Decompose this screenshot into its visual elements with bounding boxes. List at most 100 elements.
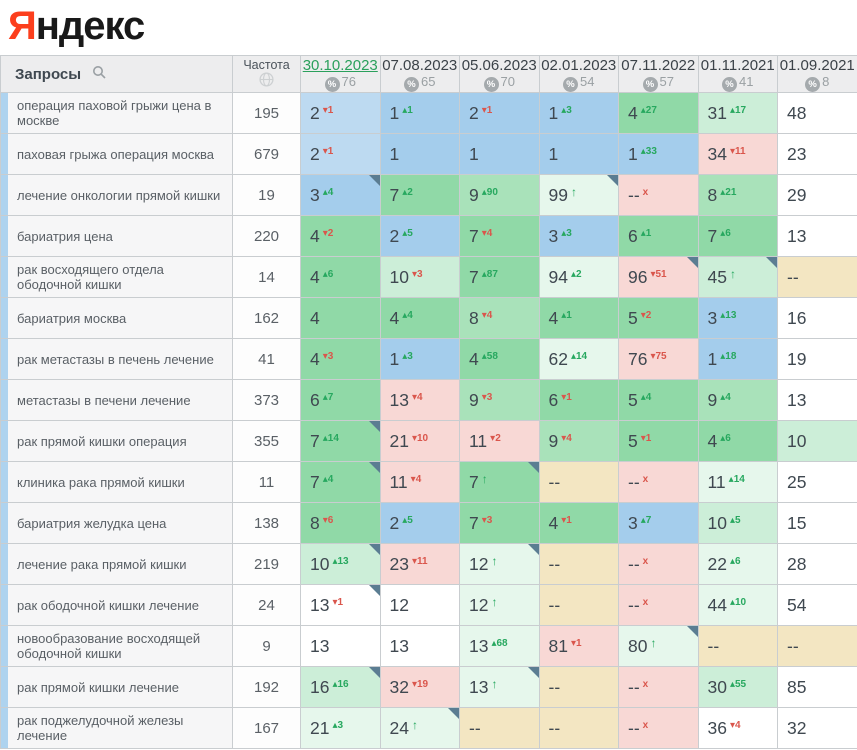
query-cell[interactable]: новообразование восходящей ободочной киш… xyxy=(0,625,233,667)
position-cell[interactable]: 36 ▾4 xyxy=(697,707,778,749)
position-cell[interactable]: 4 ▾3 xyxy=(300,338,381,380)
position-cell[interactable]: 7 ▴6 xyxy=(697,215,778,257)
date-column-link[interactable]: 07.08.2023 xyxy=(382,57,458,75)
position-cell[interactable]: 1 ▴18 xyxy=(697,338,778,380)
position-cell[interactable]: 96 ▾51 xyxy=(618,256,699,298)
position-cell[interactable]: 62 ▴14 xyxy=(538,338,619,380)
position-cell[interactable]: 4 ▴6 xyxy=(300,256,381,298)
query-cell[interactable]: бариатрия москва xyxy=(0,297,233,339)
position-cell[interactable]: 13 ▾1 xyxy=(300,584,381,626)
position-cell[interactable]: 12 ↑ xyxy=(459,584,540,626)
position-cell[interactable]: 4 ▾2 xyxy=(300,215,381,257)
date-column-link[interactable]: 01.09.2021 xyxy=(779,57,855,75)
position-cell[interactable]: -- xyxy=(538,584,619,626)
position-cell[interactable]: 32 xyxy=(777,707,857,749)
position-cell[interactable]: -- x xyxy=(618,461,699,503)
position-cell[interactable]: 1 ▴1 xyxy=(379,92,460,134)
position-cell[interactable]: 6 ▾1 xyxy=(538,379,619,421)
position-cell[interactable]: 10 ▴5 xyxy=(697,502,778,544)
query-cell[interactable]: метастазы в печени лечение xyxy=(0,379,233,421)
position-cell[interactable]: 13 ↑ xyxy=(459,666,540,708)
position-cell[interactable]: 7 ▾3 xyxy=(459,502,540,544)
position-cell[interactable]: 13 xyxy=(379,625,460,667)
query-cell[interactable]: рак восходящего отдела ободочной кишки xyxy=(0,256,233,298)
position-cell[interactable]: 34 ▾11 xyxy=(697,133,778,175)
position-cell[interactable]: 1 xyxy=(379,133,460,175)
position-cell[interactable]: 1 ▴33 xyxy=(618,133,699,175)
position-cell[interactable]: 12 ↑ xyxy=(459,543,540,585)
position-cell[interactable]: 80 ↑ xyxy=(618,625,699,667)
position-cell[interactable]: -- xyxy=(777,256,857,298)
position-cell[interactable]: 3 ▴3 xyxy=(538,215,619,257)
position-cell[interactable]: 5 ▾2 xyxy=(618,297,699,339)
query-cell[interactable]: бариатрия желудка цена xyxy=(0,502,233,544)
position-cell[interactable]: 8 ▾6 xyxy=(300,502,381,544)
position-cell[interactable]: 2 ▾1 xyxy=(300,133,381,175)
position-cell[interactable]: 9 ▾3 xyxy=(459,379,540,421)
query-cell[interactable]: рак ободочной кишки лечение xyxy=(0,584,233,626)
query-cell[interactable]: паховая грыжа операция москва xyxy=(0,133,233,175)
position-cell[interactable]: 2 ▾1 xyxy=(300,92,381,134)
position-cell[interactable]: 54 xyxy=(777,584,857,626)
position-cell[interactable]: 5 ▴4 xyxy=(618,379,699,421)
position-cell[interactable]: 8 ▴21 xyxy=(697,174,778,216)
position-cell[interactable]: -- xyxy=(459,707,540,749)
date-column-link[interactable]: 02.01.2023 xyxy=(541,57,617,75)
position-cell[interactable]: 2 ▴5 xyxy=(379,215,460,257)
position-cell[interactable]: 85 xyxy=(777,666,857,708)
position-cell[interactable]: 81 ▾1 xyxy=(538,625,619,667)
position-cell[interactable]: 4 ▴6 xyxy=(697,420,778,462)
position-cell[interactable]: -- x xyxy=(618,543,699,585)
position-cell[interactable]: 16 ▴16 xyxy=(300,666,381,708)
position-cell[interactable]: 4 ▴1 xyxy=(538,297,619,339)
position-cell[interactable]: 7 ▴4 xyxy=(300,461,381,503)
position-cell[interactable]: 24 ↑ xyxy=(379,707,460,749)
position-cell[interactable]: 12 xyxy=(379,584,460,626)
position-cell[interactable]: 99 ↑ xyxy=(538,174,619,216)
position-cell[interactable]: 13 xyxy=(300,625,381,667)
position-cell[interactable]: 25 xyxy=(777,461,857,503)
position-cell[interactable]: 6 ▴1 xyxy=(618,215,699,257)
query-cell[interactable]: рак поджелудочной железы лечение xyxy=(0,707,233,749)
position-cell[interactable]: 94 ▴2 xyxy=(538,256,619,298)
position-cell[interactable]: 48 xyxy=(777,92,857,134)
position-cell[interactable]: 4 ▴27 xyxy=(618,92,699,134)
query-cell[interactable]: рак прямой кишки операция xyxy=(0,420,233,462)
position-cell[interactable]: 7 ▾4 xyxy=(459,215,540,257)
position-cell[interactable]: 4 ▴58 xyxy=(459,338,540,380)
position-cell[interactable]: 7 ▴14 xyxy=(300,420,381,462)
position-cell[interactable]: 7 ↑ xyxy=(459,461,540,503)
position-cell[interactable]: 3 ▴4 xyxy=(300,174,381,216)
position-cell[interactable]: 15 xyxy=(777,502,857,544)
position-cell[interactable]: 11 ▾4 xyxy=(379,461,460,503)
position-cell[interactable]: 11 ▾2 xyxy=(459,420,540,462)
date-column-link[interactable]: 01.11.2021 xyxy=(700,57,775,75)
position-cell[interactable]: 2 ▴5 xyxy=(379,502,460,544)
position-cell[interactable]: 23 xyxy=(777,133,857,175)
position-cell[interactable]: -- xyxy=(697,625,778,667)
query-cell[interactable]: операция паховой грыжи цена в москве xyxy=(0,92,233,134)
position-cell[interactable]: 13 ▾4 xyxy=(379,379,460,421)
position-cell[interactable]: 1 ▴3 xyxy=(538,92,619,134)
position-cell[interactable]: 45 ↑ xyxy=(697,256,778,298)
position-cell[interactable]: 5 ▾1 xyxy=(618,420,699,462)
date-column-link[interactable]: 05.06.2023 xyxy=(461,57,537,75)
position-cell[interactable]: -- xyxy=(538,461,619,503)
position-cell[interactable]: 44 ▴10 xyxy=(697,584,778,626)
position-cell[interactable]: 28 xyxy=(777,543,857,585)
yandex-logo[interactable]: Яндекс xyxy=(0,0,857,55)
search-icon[interactable] xyxy=(92,65,106,84)
position-cell[interactable]: 9 ▴90 xyxy=(459,174,540,216)
position-cell[interactable]: 21 ▾10 xyxy=(379,420,460,462)
position-cell[interactable]: 3 ▴7 xyxy=(618,502,699,544)
query-cell[interactable]: рак прямой кишки лечение xyxy=(0,666,233,708)
position-cell[interactable]: 10 xyxy=(777,420,857,462)
date-column-link[interactable]: 30.10.2023 xyxy=(302,57,378,75)
position-cell[interactable]: 3 ▴13 xyxy=(697,297,778,339)
position-cell[interactable]: 32 ▾19 xyxy=(379,666,460,708)
position-cell[interactable]: 6 ▴7 xyxy=(300,379,381,421)
date-column-link[interactable]: 07.11.2022 xyxy=(621,57,696,75)
position-cell[interactable]: 29 xyxy=(777,174,857,216)
position-cell[interactable]: 1 ▴3 xyxy=(379,338,460,380)
position-cell[interactable]: 22 ▴6 xyxy=(697,543,778,585)
